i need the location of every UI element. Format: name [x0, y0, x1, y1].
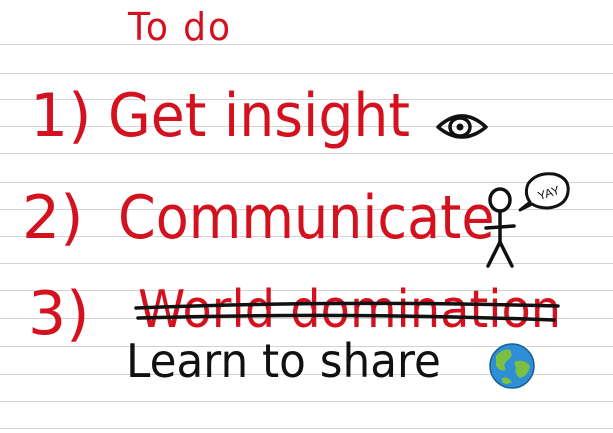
- ruled-line: [0, 318, 613, 319]
- item-text-communicate: Communicate: [118, 183, 495, 253]
- item-number-2: 2): [22, 183, 84, 253]
- ruled-line: [0, 73, 613, 74]
- stick-figure-icon: [484, 187, 516, 268]
- page-title: To do: [128, 5, 232, 49]
- ruled-line: [0, 153, 613, 154]
- ruled-line: [0, 428, 613, 429]
- speech-bubble-icon: YAY: [518, 172, 570, 212]
- ruled-line: [0, 290, 613, 291]
- globe-icon: [489, 343, 535, 389]
- strikethrough-line: [134, 301, 560, 322]
- item-text-world-domination: World domination: [138, 280, 562, 340]
- ruled-line: [0, 346, 613, 347]
- ruled-line: [0, 263, 613, 264]
- eye-icon: [436, 114, 488, 139]
- item-number-3: 3): [28, 279, 90, 349]
- ruled-line: [0, 401, 613, 402]
- ruled-line: [0, 209, 613, 210]
- ruled-line: [0, 236, 613, 237]
- ruled-line: [0, 99, 613, 100]
- ruled-line: [0, 126, 613, 127]
- ruled-line: [0, 374, 613, 375]
- ruled-line: [0, 182, 613, 183]
- replacement-text: Learn to share: [126, 334, 441, 388]
- ruled-line: [0, 44, 613, 45]
- item-text-get-insight: Get insight: [108, 81, 411, 151]
- speech-bubble-text: YAY: [536, 183, 561, 203]
- item-number-1: 1): [30, 81, 92, 151]
